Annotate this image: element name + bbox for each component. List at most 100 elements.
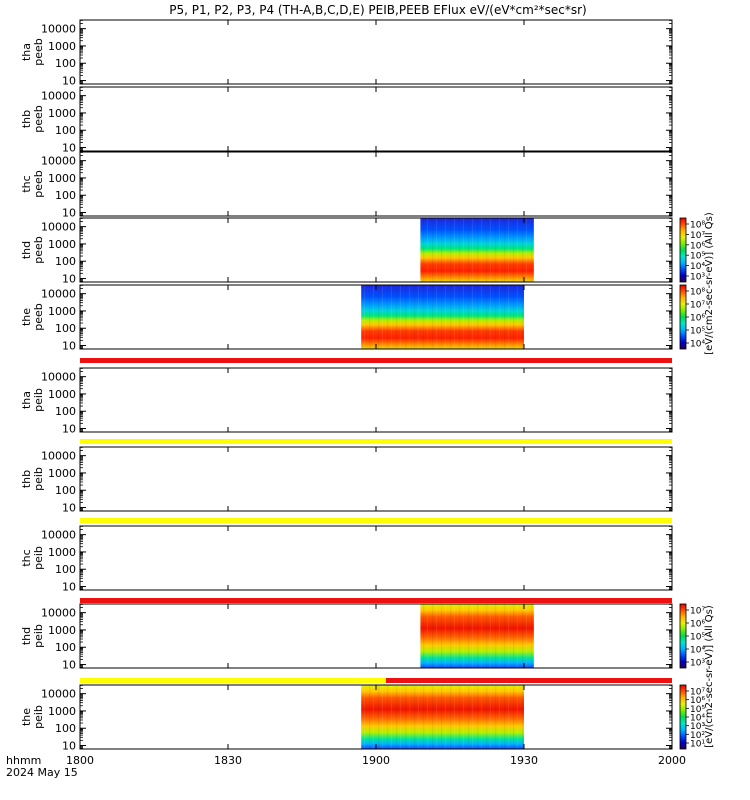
panel-frame-thc_peeb: [79, 151, 673, 217]
y-tick-label: 10000: [41, 607, 76, 620]
y-tick-label: 1000: [48, 238, 76, 251]
colorbar-tick-label: 10³: [690, 722, 705, 732]
y-tick-label: 100: [55, 322, 76, 335]
panel-frame-thb_peib: [79, 446, 673, 512]
y-tick-label: 100: [55, 563, 76, 576]
spectrogram-texture-thd_peib: [420, 604, 534, 668]
panel-tha_peib: 10000 1000 100 10 thapeib: [20, 367, 673, 436]
colorbar-title: [eV/(cm2-sec-sr-eV)] (All Qs): [704, 212, 715, 355]
colorbar-tick-label: 10⁴: [690, 262, 705, 272]
panel-label-tha_peib: thapeib: [20, 388, 45, 412]
panel-frame-tha_peeb: [79, 19, 673, 85]
panel-thb_peib: 10000 1000 100 10 thbpeib: [20, 446, 673, 515]
y-tick-label: 100: [55, 255, 76, 268]
colorbar-tick-label: 10⁵: [690, 252, 705, 262]
colorbars: 10⁸10⁷10⁶10⁵10⁴10³10⁸10⁷10⁶10⁵10⁴10⁷10⁶1…: [679, 212, 715, 750]
y-tick-label: 10000: [41, 90, 76, 103]
panel-the_peib: 10000 1000 100 10 thepeib: [20, 684, 673, 753]
panel-thb_peeb: 10000 1000 100 10 thbpeeb: [20, 86, 673, 155]
spectrogram-texture-the_peeb: [361, 285, 524, 349]
y-tick-label: 10000: [41, 371, 76, 384]
panel-frame-thd_peeb: [79, 217, 673, 283]
y-tick-label: 10: [62, 207, 76, 220]
colorbar-tick-label: 10⁷: [690, 231, 705, 241]
panel-thc_peeb: 10000 1000 100 10 thcpeeb: [20, 151, 673, 220]
y-tick-label: 10: [62, 340, 76, 353]
colorbar-tick-label: 10⁷: [690, 301, 705, 311]
panel-label-the_peeb: thepeeb: [20, 303, 45, 331]
spectrogram-texture-the_peib: [361, 685, 524, 749]
panel-label-tha_peeb: thapeeb: [20, 38, 45, 66]
colorbar-tick-label: 10⁴: [690, 714, 705, 724]
panel-thd_peeb: 10000 1000 100 10 thdpeeb: [20, 217, 673, 286]
y-tick-label: 1000: [48, 546, 76, 559]
colorbar-tick-label: 10⁴: [690, 340, 705, 350]
x-tick-label: 1830: [214, 754, 242, 767]
colorbar-tick-label: 10⁸: [690, 221, 705, 231]
status-bar-segment: [80, 598, 672, 603]
status-bar-segment: [80, 518, 672, 523]
x-tick-label: 1900: [362, 754, 390, 767]
colorbar-tick-label: 10⁶: [690, 314, 705, 324]
colorbar-tick-label: 10¹: [690, 740, 705, 750]
panel-label-thd_peib: thdpeib: [20, 624, 45, 648]
y-tick-label: 10000: [41, 288, 76, 301]
panel-label-thc_peeb: thcpeeb: [20, 170, 45, 198]
panel-frame-thb_peeb: [79, 86, 673, 152]
y-tick-label: 1000: [48, 388, 76, 401]
x-tick-label: 2000: [658, 754, 686, 767]
colorbar-tick-label: 10⁶: [690, 241, 705, 251]
y-tick-label: 100: [55, 124, 76, 137]
colorbar-tick-label: 10⁷: [690, 688, 705, 698]
colorbar-tick-label: 10⁶: [690, 696, 705, 706]
status-bars: [80, 358, 672, 683]
panel-label-thc_peib: thcpeib: [20, 546, 45, 570]
y-tick-label: 100: [55, 641, 76, 654]
y-tick-label: 1000: [48, 40, 76, 53]
status-bar-segment: [80, 358, 672, 363]
figure-title: P5, P1, P2, P3, P4 (TH-A,B,C,D,E) PEIB,P…: [169, 3, 586, 17]
panel-frame-thc_peib: [79, 525, 673, 591]
status-bar-segment: [80, 678, 386, 683]
colorbar-tick-label: 10⁷: [690, 607, 705, 617]
y-tick-label: 10: [62, 659, 76, 672]
y-tick-label: 100: [55, 722, 76, 735]
y-tick-label: 10: [62, 740, 76, 753]
colorbar-cb-the-peeb: 10⁸ 10⁷ 10⁶ 10⁵ 10⁴: [679, 284, 705, 350]
colorbar-tick-label: 10⁵: [690, 705, 705, 715]
panel-label-the_peib: thepeib: [20, 705, 45, 729]
y-tick-label: 10: [62, 502, 76, 515]
y-tick-label: 1000: [48, 624, 76, 637]
y-tick-label: 10: [62, 423, 76, 436]
x-axis: 1800 1830 1900 1930 2000: [66, 754, 686, 767]
panel-label-thd_peeb: thdpeeb: [20, 236, 45, 264]
y-tick-label: 100: [55, 484, 76, 497]
y-tick-label: 10000: [41, 221, 76, 234]
x-unit-label: hhmm: [6, 754, 41, 767]
date-label: 2024 May 15: [6, 766, 78, 779]
y-tick-label: 100: [55, 405, 76, 418]
colorbar-tick-label: 10³: [690, 273, 705, 283]
y-tick-label: 1000: [48, 107, 76, 120]
panel-label-thb_peeb: thbpeeb: [20, 105, 45, 133]
panel-tha_peeb: 10000 1000 100 10 thapeeb: [20, 19, 673, 88]
colorbar-cb-thd-peib: 10⁷ 10⁶ 10⁵ 10⁴ 10³: [679, 603, 705, 669]
y-tick-label: 10000: [41, 529, 76, 542]
spectrogram-texture-thd_peeb: [420, 218, 534, 282]
y-tick-label: 1000: [48, 705, 76, 718]
status-bar-segment: [80, 439, 672, 444]
panels: 10000 1000 100 10 thapeeb 10000 1000 100 10 thbpe…: [20, 19, 673, 753]
y-tick-label: 100: [55, 189, 76, 202]
panel-thd_peib: 10000 1000 100 10 thdpeib: [20, 603, 673, 672]
x-tick-label: 1930: [510, 754, 538, 767]
y-tick-label: 10: [62, 273, 76, 286]
y-tick-label: 10000: [41, 23, 76, 36]
colorbar-tick-label: 10⁵: [690, 327, 705, 337]
y-tick-label: 10: [62, 75, 76, 88]
panel-frame-tha_peib: [79, 367, 673, 433]
y-tick-label: 1000: [48, 172, 76, 185]
colorbar-tick-label: 10⁴: [690, 646, 705, 656]
